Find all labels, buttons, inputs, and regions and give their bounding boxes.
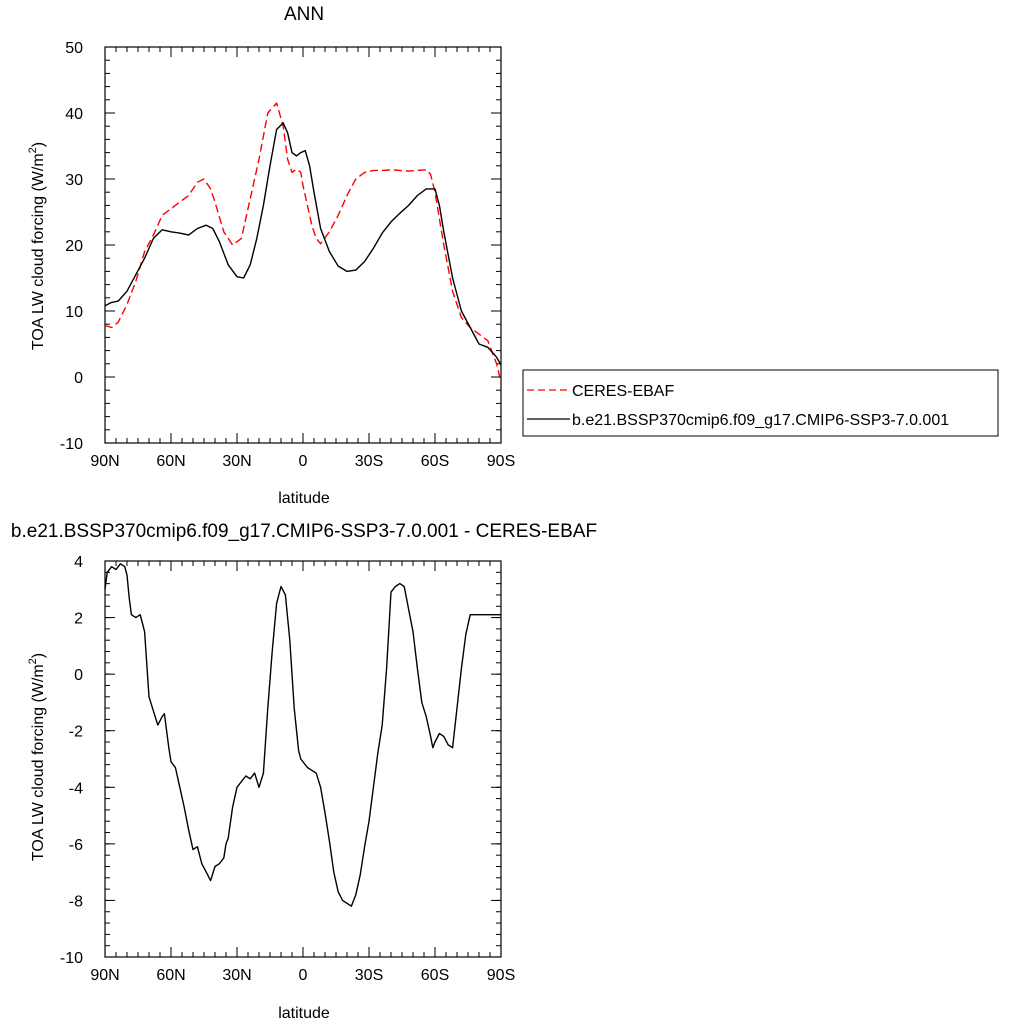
plot-frame: [104, 46, 502, 444]
y-axis-label-difference: TOA LW cloud forcing (W/m2): [27, 653, 47, 861]
plot-area-top: 90N 60N 30N 0 30S 60S 90S -10 0 10 20 30 40 50: [60, 40, 515, 470]
x-tick-label: 90N: [90, 967, 119, 984]
y-tick-label: 30: [65, 172, 83, 189]
x-tick-label: 60S: [421, 453, 449, 470]
series-line-ceres-ebaf: [104, 102, 502, 383]
x-tick-label: 90S: [487, 967, 515, 984]
x-axis-label: latitude: [278, 490, 330, 507]
legend-label-model: b.e21.BSSP370cmip6.f09_g17.CMIP6-SSP3-7.…: [572, 412, 949, 429]
x-axis-label-difference: latitude: [278, 1005, 330, 1022]
plot-area-bottom: 90N 60N 30N 0 30S 60S 90S -10 -8 -6 -4 -2 0 2 4: [60, 554, 515, 984]
y-tick-label: -8: [69, 893, 83, 910]
y-axis-label: TOA LW cloud forcing (W/m2): [27, 142, 47, 350]
x-tick-label: 90N: [90, 453, 119, 470]
y-tick-label: 0: [74, 370, 83, 387]
y-tick-label: 50: [65, 40, 83, 57]
y-tick-label: 20: [65, 238, 83, 255]
legend: CERES-EBAF b.e21.BSSP370cmip6.f09_g17.CM…: [522, 369, 999, 437]
plot-frame: [104, 560, 502, 958]
y-tick-label: 40: [65, 106, 83, 123]
chart-top-panel: ANN 90N 60N 30N 0 30S 60S 90S -10 0 10 20 30 40 50 la…: [27, 4, 999, 507]
x-tick-label: 30N: [222, 453, 251, 470]
series-line-difference: [104, 563, 501, 907]
x-tick-label: 60N: [156, 967, 185, 984]
y-tick-label: -2: [69, 724, 83, 741]
series-line-b-e21-bssp370cmip6-f09-g17-cmip6-ssp3-7-0-001: [104, 122, 502, 366]
x-tick-label: 0: [299, 453, 308, 470]
x-tick-label: 30S: [355, 967, 383, 984]
x-tick-label: 30N: [222, 967, 251, 984]
y-tick-label: -4: [69, 780, 83, 797]
x-tick-label: 0: [299, 967, 308, 984]
legend-label-ceres-ebaf: CERES-EBAF: [572, 383, 674, 400]
legend-box: [522, 369, 999, 437]
chart-bottom-panel: b.e21.BSSP370cmip6.f09_g17.CMIP6-SSP3-7.…: [11, 521, 597, 1022]
y-tick-label: -6: [69, 837, 83, 854]
chart-title-difference: b.e21.BSSP370cmip6.f09_g17.CMIP6-SSP3-7.…: [11, 521, 597, 542]
x-tick-label: 30S: [355, 453, 383, 470]
y-tick-label: 10: [65, 304, 83, 321]
x-tick-label: 90S: [487, 453, 515, 470]
y-tick-label: -10: [60, 950, 83, 967]
y-tick-label: 2: [74, 611, 83, 628]
y-tick-label: 4: [74, 554, 83, 571]
chart-title: ANN: [284, 4, 324, 25]
x-tick-label: 60N: [156, 453, 185, 470]
x-tick-label: 60S: [421, 967, 449, 984]
y-tick-label: -10: [60, 436, 83, 453]
y-tick-label: 0: [74, 667, 83, 684]
